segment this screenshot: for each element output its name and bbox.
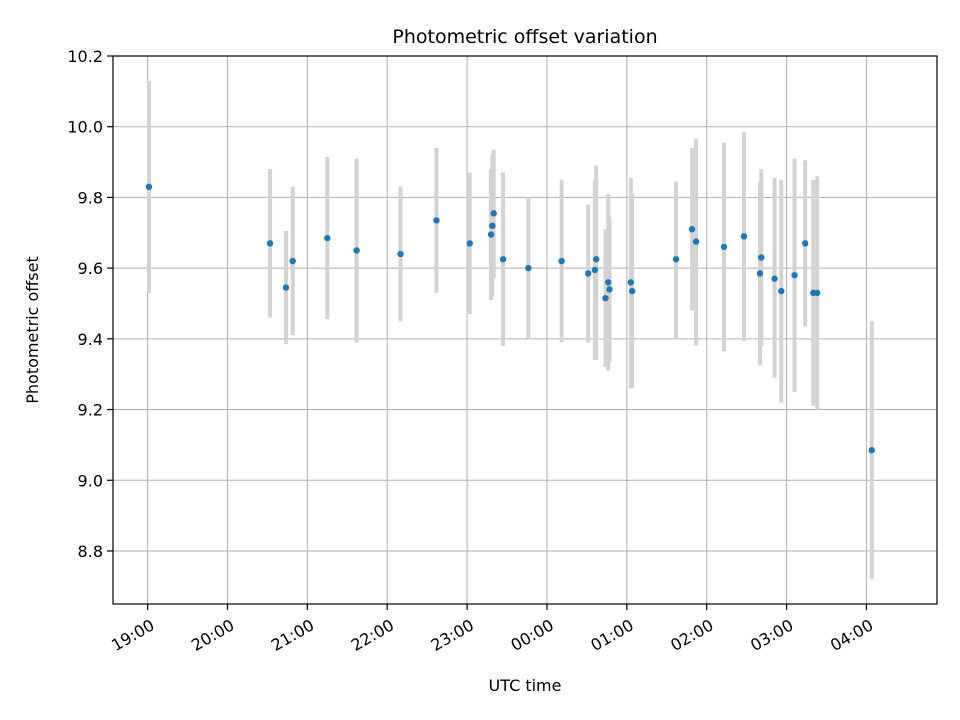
y-axis-ticks: 8.8 9.0 9.2 9.4 9.6 9.8 10.0 10.2 [67,47,113,561]
data-point [758,254,765,261]
axes-frame [112,55,938,605]
x-axis-label: UTC time [489,676,562,695]
data-point [602,294,609,302]
data-point [868,447,875,454]
data-points [145,183,875,454]
data-point [591,266,599,274]
data-point [499,256,507,263]
data-point [627,279,635,286]
data-point [525,264,532,272]
y-tick-label: 9.4 [78,330,103,349]
data-point [490,210,497,217]
data-point [692,238,700,245]
y-tick-label: 8.8 [78,542,103,561]
y-tick-label: 10.2 [67,47,103,66]
data-point [282,284,290,291]
y-axis-label: Photometric offset [23,256,42,404]
data-point [802,240,809,247]
data-point [756,270,764,277]
y-tick-label: 10.0 [67,118,103,137]
data-point [672,256,680,263]
data-point [604,279,612,286]
data-point [791,272,798,279]
data-point [353,247,360,254]
data-point [720,243,728,251]
chart-title: Photometric offset variation [392,26,657,48]
data-point [266,240,274,247]
data-point [289,257,296,265]
data-point [778,287,785,295]
data-point [397,250,404,258]
data-point [585,270,592,277]
data-point [740,233,748,240]
data-point [688,226,696,233]
grid-lines [113,55,937,604]
data-point [324,234,331,242]
data-point [487,231,495,238]
data-point [813,289,821,297]
data-point [466,240,473,247]
data-point [489,222,496,229]
y-tick-label: 9.0 [78,471,103,490]
y-tick-label: 9.6 [78,259,103,278]
y-tick-label: 9.8 [78,188,103,207]
data-point [433,217,440,224]
data-point [628,287,636,295]
data-point [771,275,778,282]
data-point [606,286,613,293]
data-point [145,183,153,191]
data-point [558,257,565,265]
y-tick-label: 9.2 [78,401,103,420]
data-point [593,256,600,263]
